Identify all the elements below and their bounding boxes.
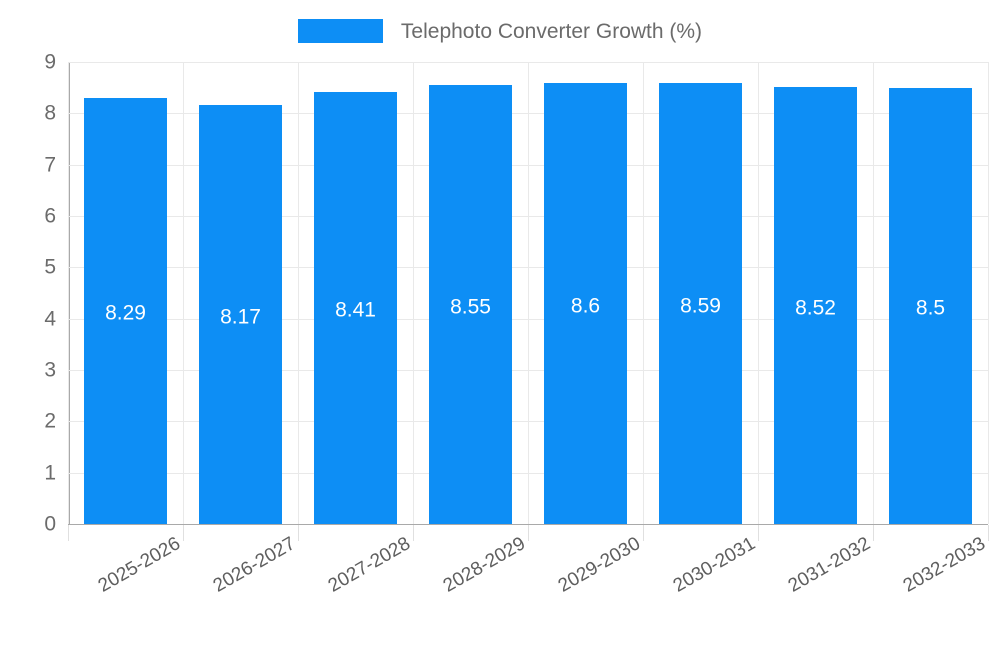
bar-value-label: 8.6 — [570, 294, 601, 318]
legend-label: Telephoto Converter Growth (%) — [400, 19, 703, 43]
y-axis-tick-label: 4 — [44, 307, 56, 331]
y-axis-tick-label: 1 — [44, 461, 56, 485]
bar-value-label: 8.41 — [335, 298, 376, 322]
bar-value-label: 8.17 — [220, 305, 261, 329]
x-gridline — [873, 62, 874, 524]
x-axis-tick-mark — [758, 525, 759, 541]
x-axis-tick-mark — [183, 525, 184, 541]
x-gridline — [298, 62, 299, 524]
x-axis-tick-mark — [643, 525, 644, 541]
x-axis-tick-mark — [528, 525, 529, 541]
bar[interactable]: 8.55 — [429, 85, 512, 524]
y-axis-line — [68, 62, 70, 525]
y-axis-tick-labels: 0 1 2 3 4 5 6 7 8 9 — [0, 52, 56, 535]
bar[interactable]: 8.59 — [659, 83, 742, 524]
x-gridline — [528, 62, 529, 524]
bar-value-label: 8.59 — [680, 294, 721, 318]
y-axis-tick-label: 8 — [44, 101, 56, 125]
x-gridline — [988, 62, 989, 524]
x-axis-tick-label: 2025-2026 — [94, 533, 184, 597]
y-axis-tick-label: 5 — [44, 255, 56, 279]
bar[interactable]: 8.41 — [314, 92, 397, 524]
y-axis-tick-label: 0 — [44, 512, 56, 536]
bar-value-label: 8.52 — [795, 296, 836, 320]
y-gridline — [68, 524, 988, 525]
x-gridline — [68, 62, 69, 524]
plot-area: 8.29 8.17 8.41 8.55 8.6 8.59 8.52 8.5 — [68, 62, 989, 525]
y-axis-tick-label: 7 — [44, 153, 56, 177]
bar[interactable]: 8.29 — [84, 98, 167, 524]
x-gridline — [758, 62, 759, 524]
x-axis-tick-mark — [68, 525, 69, 541]
y-axis-tick-label: 3 — [44, 358, 56, 382]
x-gridline — [413, 62, 414, 524]
y-axis-tick-label: 2 — [44, 409, 56, 433]
chart-legend: Telephoto Converter Growth (%) — [0, 12, 1000, 50]
x-gridline — [643, 62, 644, 524]
bar[interactable]: 8.52 — [774, 86, 857, 524]
x-gridline — [183, 62, 184, 524]
y-axis-tick-label: 6 — [44, 204, 56, 228]
bar-value-label: 8.5 — [915, 296, 946, 320]
bar[interactable]: 8.6 — [544, 82, 627, 524]
legend-color-swatch — [297, 19, 383, 43]
x-axis-tick-mark — [413, 525, 414, 541]
x-axis-tick-mark — [988, 525, 989, 541]
x-axis-tick-mark — [298, 525, 299, 541]
bar-value-label: 8.29 — [105, 301, 146, 325]
y-axis-tick-label: 9 — [44, 50, 56, 74]
bar-value-label: 8.55 — [450, 295, 491, 319]
bar[interactable]: 8.5 — [889, 87, 972, 524]
bar[interactable]: 8.17 — [199, 104, 282, 524]
x-axis-tick-mark — [873, 525, 874, 541]
